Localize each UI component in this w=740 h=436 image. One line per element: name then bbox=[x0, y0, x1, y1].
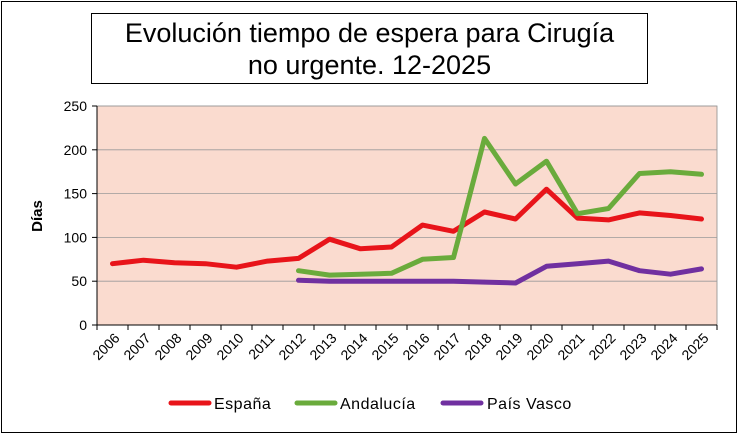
y-axis-label: Días bbox=[29, 200, 46, 232]
data-point-pais-vasco bbox=[637, 268, 642, 273]
data-point-espana bbox=[544, 187, 549, 192]
data-point-andalucia bbox=[637, 171, 642, 176]
data-point-pais-vasco bbox=[668, 271, 673, 277]
x-tick-label: 2024 bbox=[647, 330, 680, 363]
y-tick-label: 250 bbox=[64, 98, 88, 114]
data-point-espana bbox=[420, 222, 425, 228]
data-point-pais-vasco bbox=[451, 279, 456, 284]
x-tick-label: 2017 bbox=[430, 330, 463, 363]
data-point-andalucia bbox=[513, 181, 518, 187]
data-point-pais-vasco bbox=[575, 261, 580, 266]
data-point-andalucia bbox=[575, 211, 580, 216]
y-tick-label: 150 bbox=[64, 186, 88, 202]
data-point-espana bbox=[110, 261, 115, 266]
data-point-espana bbox=[451, 229, 456, 234]
data-point-andalucia bbox=[482, 136, 487, 141]
data-point-andalucia bbox=[668, 169, 673, 174]
x-tick-label: 2025 bbox=[678, 330, 711, 363]
data-point-andalucia bbox=[296, 268, 301, 273]
x-tick-label: 2021 bbox=[554, 330, 587, 363]
data-point-espana bbox=[203, 261, 208, 266]
legend-label-andalucia: Andalucía bbox=[340, 396, 416, 413]
data-point-pais-vasco bbox=[296, 278, 301, 283]
plot-area bbox=[96, 105, 718, 326]
data-point-andalucia bbox=[389, 271, 394, 276]
x-tick-label: 2013 bbox=[306, 330, 339, 363]
y-tick-label: 100 bbox=[64, 229, 88, 245]
data-point-espana bbox=[699, 216, 704, 222]
y-tick-label: 200 bbox=[64, 142, 88, 158]
data-point-espana bbox=[575, 215, 580, 221]
legend-label-pais-vasco: País Vasco bbox=[487, 396, 572, 413]
data-point-pais-vasco bbox=[327, 279, 332, 284]
x-tick-label: 2010 bbox=[213, 330, 246, 363]
data-point-espana bbox=[513, 216, 518, 222]
x-tick-label: 2008 bbox=[151, 330, 184, 363]
x-tick-label: 2020 bbox=[523, 330, 556, 363]
x-tick-label: 2012 bbox=[275, 330, 308, 363]
data-point-pais-vasco bbox=[699, 266, 704, 272]
data-point-pais-vasco bbox=[544, 264, 549, 269]
y-tick-label: 0 bbox=[79, 317, 87, 333]
x-tick-label: 2018 bbox=[461, 330, 494, 363]
x-tick-label: 2023 bbox=[616, 330, 649, 363]
data-point-espana bbox=[358, 246, 363, 251]
x-tick-label: 2019 bbox=[492, 330, 525, 363]
chart-title-box: Evolución tiempo de espera para Cirugía … bbox=[91, 13, 648, 84]
x-tick-label: 2015 bbox=[368, 330, 401, 363]
x-tick-label: 2022 bbox=[585, 330, 618, 363]
data-point-pais-vasco bbox=[420, 279, 425, 284]
data-point-pais-vasco bbox=[606, 258, 611, 264]
data-point-espana bbox=[482, 209, 487, 215]
data-point-espana bbox=[637, 210, 642, 216]
series-line-andalucia bbox=[296, 135, 704, 278]
data-point-espana bbox=[234, 264, 239, 270]
series-line-pais-vasco bbox=[296, 258, 704, 286]
data-point-andalucia bbox=[451, 255, 456, 260]
data-point-espana bbox=[296, 256, 301, 261]
y-tick-label: 50 bbox=[71, 273, 87, 289]
data-point-pais-vasco bbox=[389, 279, 394, 284]
x-tick-label: 2016 bbox=[399, 330, 432, 363]
data-point-espana bbox=[265, 258, 270, 264]
data-point-espana bbox=[389, 244, 394, 250]
data-point-pais-vasco bbox=[358, 279, 363, 284]
data-point-espana bbox=[172, 260, 177, 266]
data-point-espana bbox=[668, 213, 673, 218]
data-point-andalucia bbox=[699, 172, 704, 177]
data-point-espana bbox=[327, 236, 332, 242]
series-line-espana bbox=[110, 186, 704, 270]
x-tick-label: 2006 bbox=[89, 330, 122, 363]
data-point-pais-vasco bbox=[482, 279, 487, 285]
data-point-andalucia bbox=[327, 272, 332, 278]
x-tick-label: 2011 bbox=[245, 330, 278, 363]
x-tick-label: 2009 bbox=[182, 330, 215, 363]
data-point-espana bbox=[141, 257, 146, 263]
data-point-andalucia bbox=[420, 257, 425, 262]
data-point-andalucia bbox=[544, 158, 549, 164]
x-tick-label: 2014 bbox=[337, 330, 370, 363]
data-point-espana bbox=[606, 217, 611, 223]
legend-label-espana: España bbox=[214, 396, 271, 413]
chart-title: Evolución tiempo de espera para Cirugía … bbox=[124, 17, 615, 80]
data-point-andalucia bbox=[358, 271, 363, 277]
data-point-pais-vasco bbox=[513, 280, 518, 286]
data-point-andalucia bbox=[606, 206, 611, 211]
x-tick-label: 2007 bbox=[120, 330, 153, 363]
